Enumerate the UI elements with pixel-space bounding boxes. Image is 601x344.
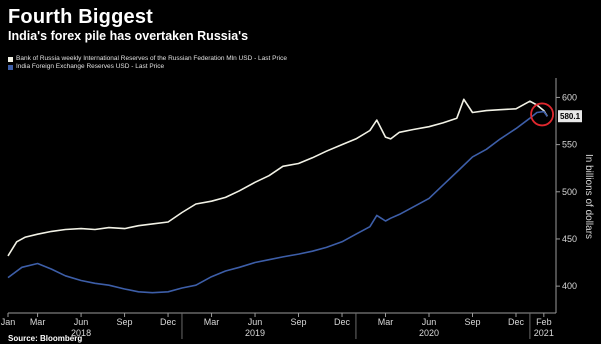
series-line-india: [7, 110, 548, 294]
x-tick-label: Sep: [464, 317, 480, 327]
legend-label-india: India Foreign Exchange Reserves USD - La…: [16, 63, 165, 70]
legend-item-russia: Bank of Russia weekly International Rese…: [8, 55, 287, 63]
x-tick-label: Jun: [422, 317, 437, 327]
x-tick-label: Jun: [74, 317, 89, 327]
series-line-russia: [7, 98, 548, 257]
x-tick-label: Feb: [536, 317, 552, 327]
chart-subtitle: India's forex pile has overtaken Russia'…: [8, 29, 249, 43]
x-year-label: 2020: [419, 328, 439, 338]
x-year-label: 2018: [71, 328, 91, 338]
x-tick-label: Mar: [378, 317, 394, 327]
highlight-circle: [530, 102, 554, 127]
x-tick-label: Dec: [160, 317, 177, 327]
chart-title: Fourth Biggest: [8, 6, 154, 28]
x-tick-label: Dec: [508, 317, 525, 327]
x-tick-label: Dec: [334, 317, 351, 327]
source-note: Source: Bloomberg: [8, 334, 83, 343]
x-tick-label: Sep: [117, 317, 133, 327]
x-tick-label: Jan: [1, 317, 16, 327]
y-tick-label: 600: [562, 92, 577, 102]
y-axis-label: In billions of dollars: [583, 154, 594, 239]
legend-item-india: India Foreign Exchange Reserves USD - La…: [8, 63, 287, 71]
legend-label-russia: Bank of Russia weekly International Rese…: [16, 55, 287, 62]
last-price-label: 580.1: [560, 112, 581, 121]
x-tick-label: Mar: [204, 317, 220, 327]
y-tick-label: 500: [562, 187, 577, 197]
x-tick-label: Mar: [30, 317, 46, 327]
y-tick-label: 450: [562, 234, 577, 244]
x-year-label: 2019: [245, 328, 265, 338]
legend-swatch-india: [8, 64, 13, 70]
y-tick-label: 550: [562, 140, 577, 150]
x-tick-label: Jun: [248, 317, 263, 327]
last-price-tag: [558, 110, 582, 123]
x-year-label: 2021: [534, 328, 554, 338]
chart-legend: Bank of Russia weekly International Rese…: [8, 55, 287, 71]
y-tick-label: 400: [562, 281, 577, 291]
x-tick-label: Sep: [291, 317, 307, 327]
legend-swatch-russia: [8, 56, 13, 62]
